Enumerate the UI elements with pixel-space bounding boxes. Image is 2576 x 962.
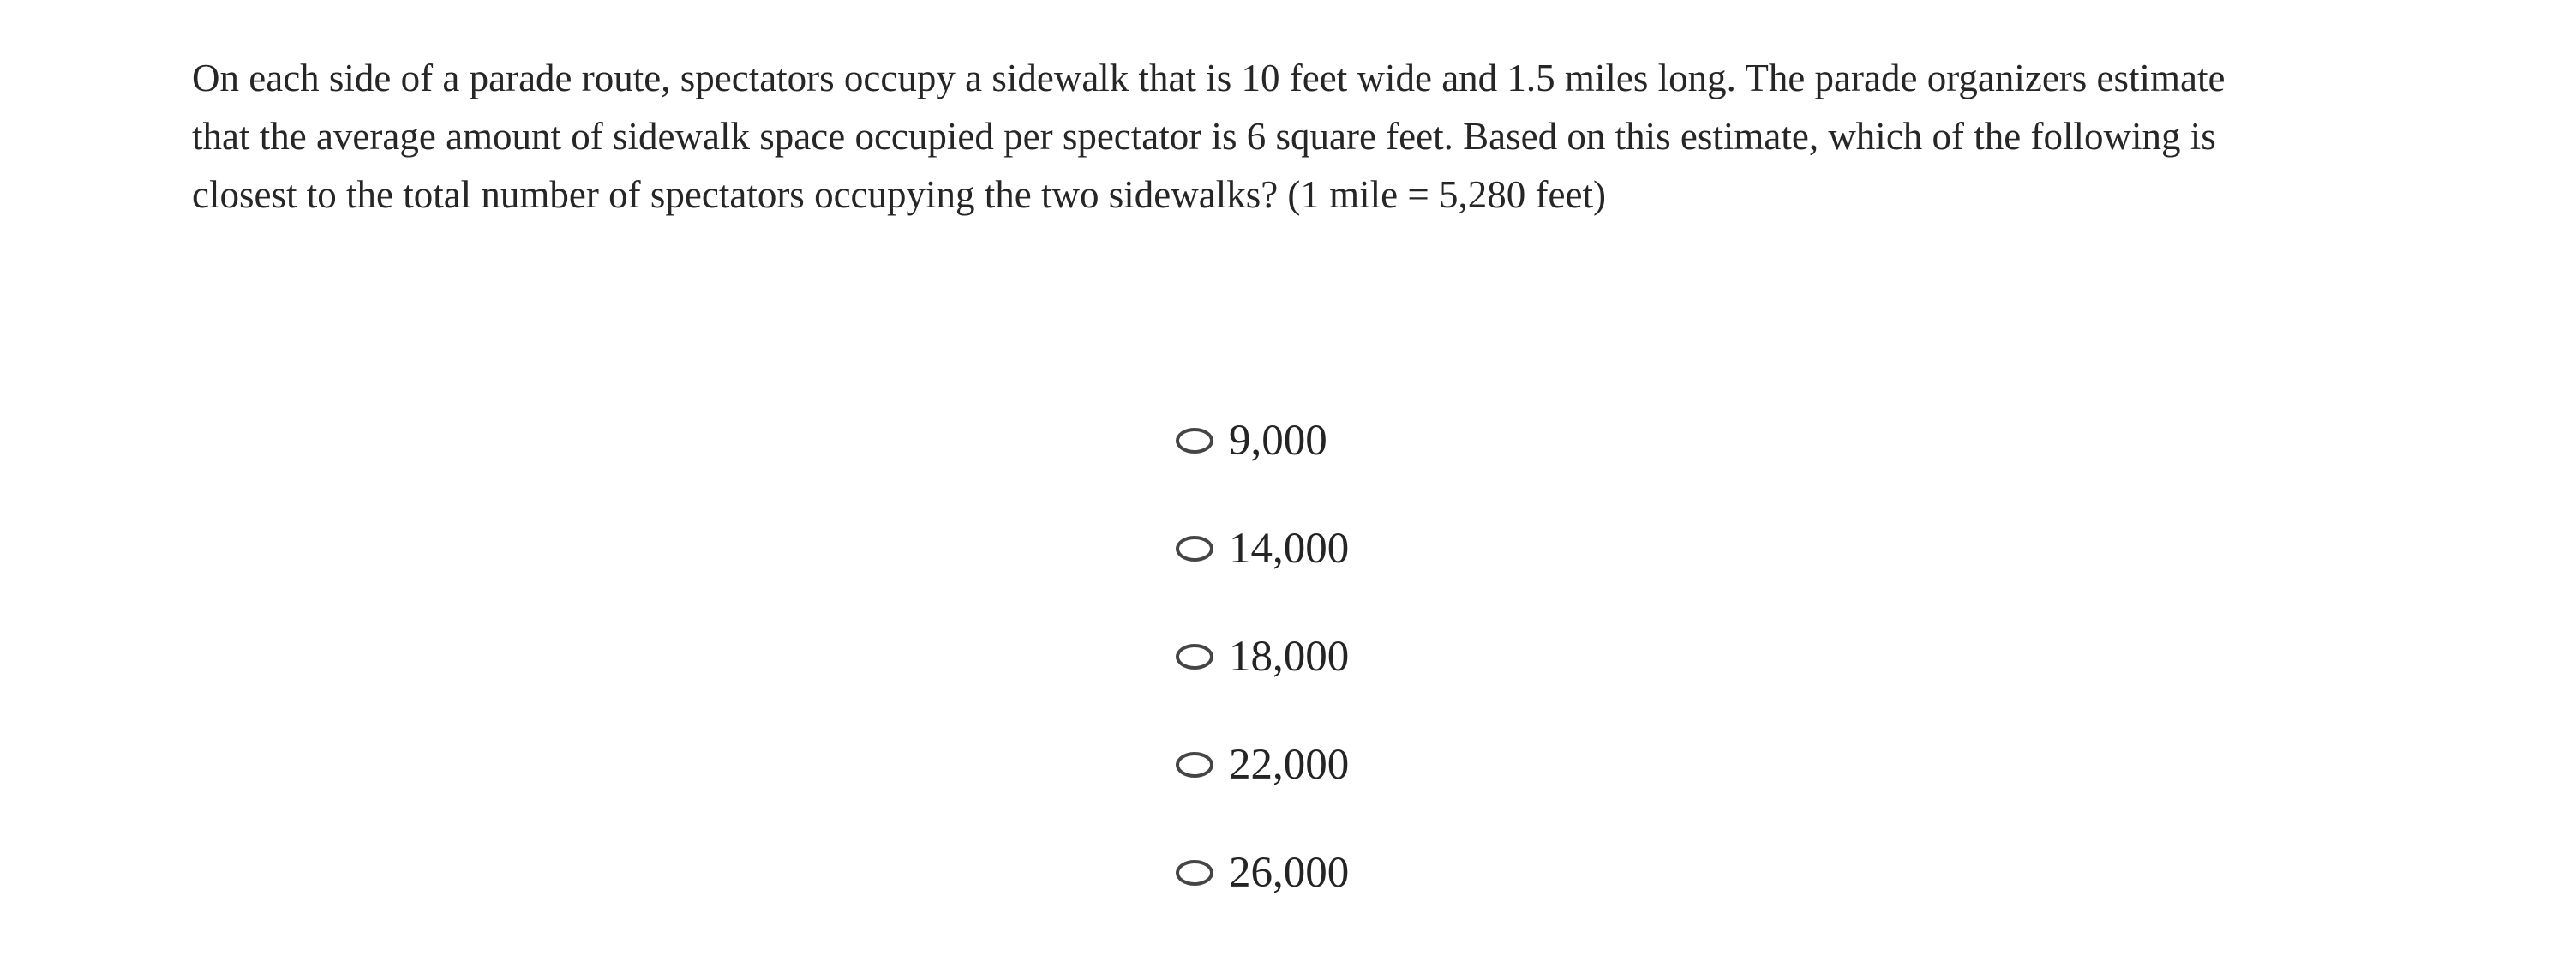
question-line: On each side of a parade route, spectato… <box>192 57 2226 99</box>
radio-button-icon[interactable] <box>1176 536 1213 562</box>
radio-button-icon[interactable] <box>1176 752 1213 778</box>
answer-option-label[interactable]: 9,000 <box>1229 417 1327 465</box>
radio-button-icon[interactable] <box>1176 428 1213 454</box>
answer-option-label[interactable]: 22,000 <box>1229 741 1350 789</box>
question-line: that the average amount of sidewalk spac… <box>192 115 2216 158</box>
question-text: On each side of a parade route, spectato… <box>192 49 2226 224</box>
radio-button-icon[interactable] <box>1176 860 1213 886</box>
answer-option[interactable]: 9,000 <box>1176 418 1349 463</box>
answer-option-label[interactable]: 26,000 <box>1229 849 1350 897</box>
answer-option[interactable]: 22,000 <box>1176 743 1349 787</box>
answer-option-label[interactable]: 18,000 <box>1229 633 1350 681</box>
answer-option-label[interactable]: 14,000 <box>1229 525 1350 573</box>
answer-option[interactable]: 14,000 <box>1176 526 1349 571</box>
answer-options: 9,000 14,000 18,000 22,000 26,000 <box>1176 418 1349 895</box>
radio-button-icon[interactable] <box>1176 644 1213 670</box>
answer-option[interactable]: 26,000 <box>1176 851 1349 895</box>
question-line: closest to the total number of spectator… <box>192 173 1606 216</box>
answer-option[interactable]: 18,000 <box>1176 634 1349 679</box>
